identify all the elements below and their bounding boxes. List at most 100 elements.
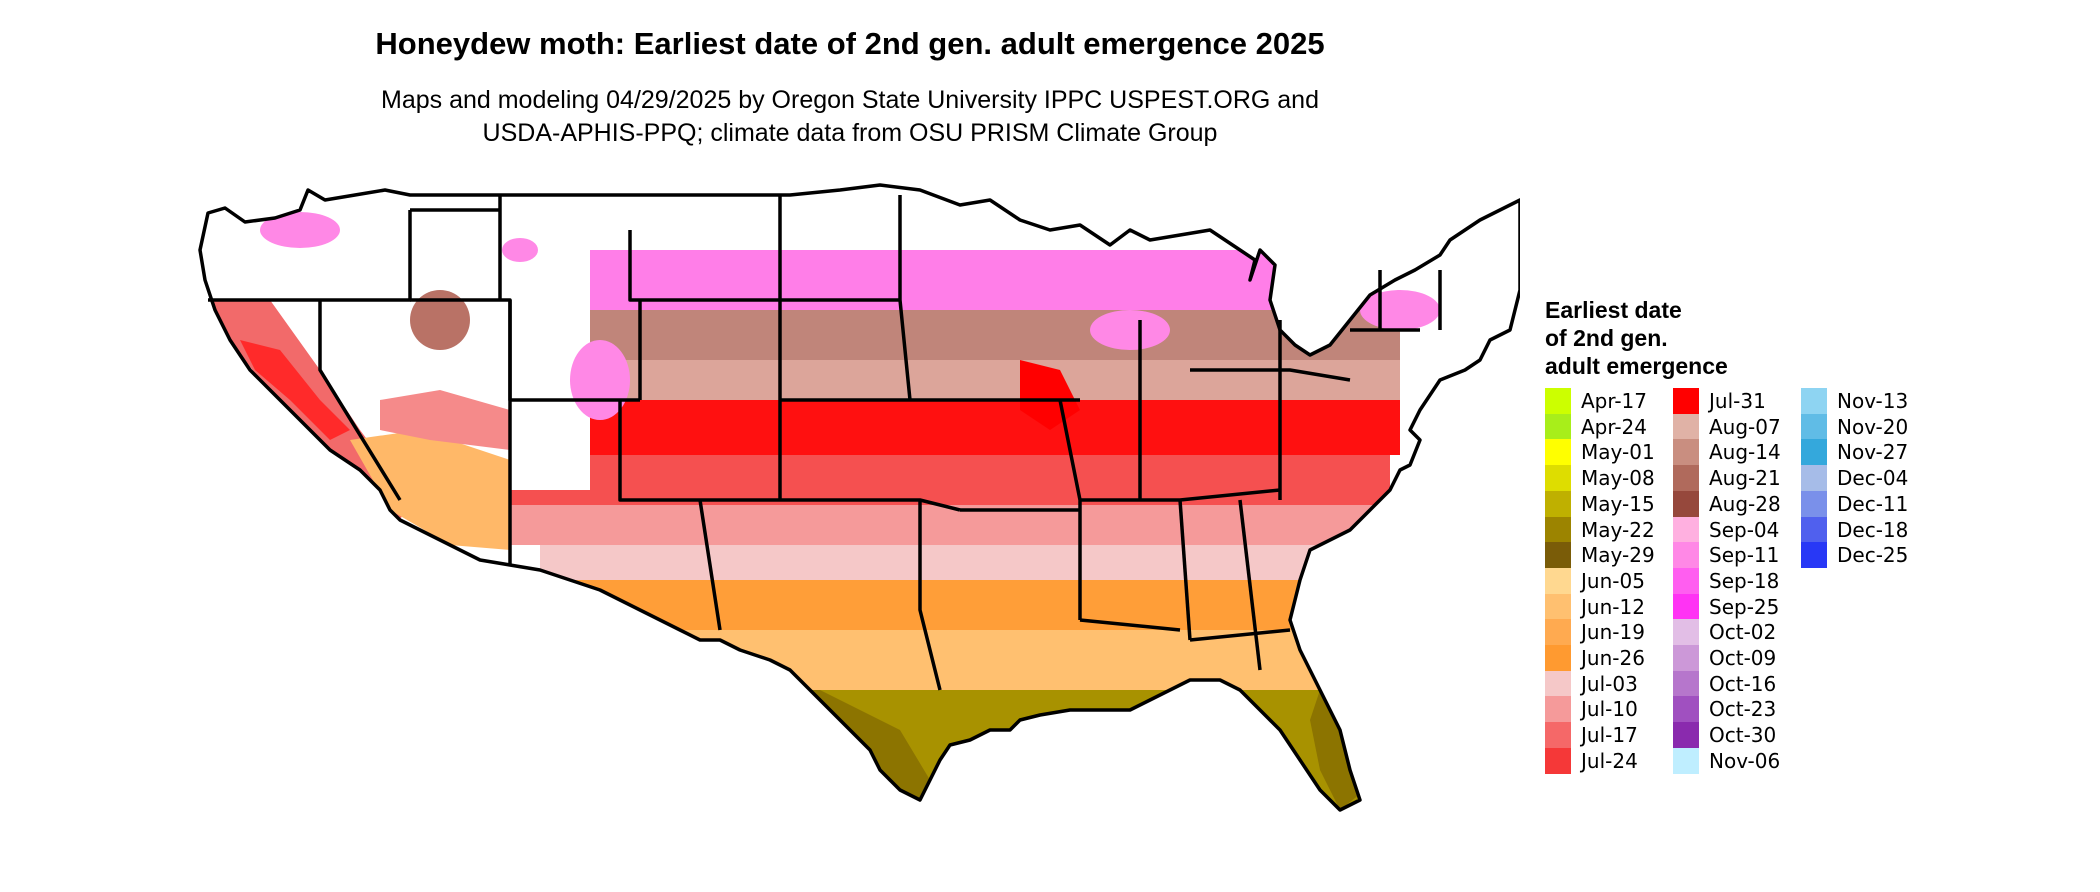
legend-label: Oct-09 bbox=[1709, 646, 1777, 670]
legend-item: Dec-11 bbox=[1801, 490, 1951, 517]
legend-item: Sep-18 bbox=[1673, 567, 1823, 594]
legend-label: Dec-25 bbox=[1837, 543, 1909, 568]
legend-item: Nov-27 bbox=[1801, 439, 1951, 466]
legend-title-line-2: of 2nd gen. bbox=[1545, 325, 1668, 351]
legend-item: Nov-06 bbox=[1673, 747, 1823, 774]
map-title: Honeydew moth: Earliest date of 2nd gen.… bbox=[375, 26, 1325, 61]
mississippi-warm bbox=[1020, 360, 1080, 430]
legend-swatch bbox=[1673, 619, 1699, 646]
legend-swatch bbox=[1673, 516, 1699, 543]
legend-label: Dec-04 bbox=[1837, 466, 1909, 491]
legend-item: Dec-18 bbox=[1801, 516, 1951, 543]
legend-label: May-15 bbox=[1581, 491, 1655, 516]
legend-title-line-1: Earliest date bbox=[1545, 297, 1682, 323]
highland-5 bbox=[1090, 310, 1170, 350]
central-valley bbox=[240, 340, 350, 440]
legend-item: Aug-21 bbox=[1673, 465, 1823, 492]
legend-swatch bbox=[1673, 722, 1699, 749]
legend-item: Oct-16 bbox=[1673, 670, 1823, 697]
legend-swatch bbox=[1801, 413, 1827, 440]
legend-label: Sep-18 bbox=[1709, 568, 1780, 593]
band-jul-24 bbox=[510, 455, 1390, 505]
legend-swatch bbox=[1545, 567, 1571, 594]
highland-6 bbox=[1360, 290, 1440, 330]
legend-item: Jul-24 bbox=[1545, 747, 1695, 774]
legend-label: Oct-02 bbox=[1709, 620, 1777, 645]
highland-1 bbox=[260, 212, 340, 248]
legend-item: Nov-13 bbox=[1801, 388, 1951, 414]
legend-label: Apr-24 bbox=[1581, 414, 1647, 439]
legend-item: Jul-31 bbox=[1673, 388, 1823, 414]
emergence-fill bbox=[200, 185, 1520, 810]
legend-swatch bbox=[1545, 542, 1571, 569]
legend-swatch bbox=[1673, 567, 1699, 594]
legend-item: Jun-05 bbox=[1545, 567, 1695, 594]
legend-label: Sep-11 bbox=[1709, 543, 1780, 568]
band-jul-03 bbox=[540, 545, 1390, 580]
legend-swatch bbox=[1545, 439, 1571, 466]
legend-label: Jul-31 bbox=[1709, 389, 1766, 413]
legend-swatch bbox=[1673, 413, 1699, 440]
highland-3 bbox=[502, 238, 538, 262]
legend-item: Oct-09 bbox=[1673, 645, 1823, 671]
legend-label: Aug-21 bbox=[1709, 466, 1781, 491]
legend-label: May-08 bbox=[1581, 466, 1655, 491]
legend-swatch bbox=[1545, 465, 1571, 492]
subtitle-line-2: USDA-APHIS-PPQ; climate data from OSU PR… bbox=[482, 119, 1218, 147]
legend-swatch bbox=[1801, 388, 1827, 414]
legend-swatch bbox=[1545, 722, 1571, 749]
legend-item: Dec-25 bbox=[1801, 542, 1951, 569]
southwest-desert bbox=[350, 430, 510, 550]
legend-item: Aug-07 bbox=[1673, 413, 1823, 440]
map-subtitle: Maps and modeling 04/29/2025 by Oregon S… bbox=[0, 84, 1700, 150]
legend: Apr-17 Apr-24 May-01 May-08 May-15 May-22 May-… bbox=[1545, 388, 2025, 778]
legend-swatch bbox=[1673, 388, 1699, 414]
legend-item: Apr-17 bbox=[1545, 388, 1695, 414]
legend-item: Jul-10 bbox=[1545, 696, 1695, 723]
state-boundaries bbox=[198, 183, 1520, 812]
legend-swatch bbox=[1801, 465, 1827, 492]
legend-label: Jul-24 bbox=[1581, 748, 1638, 773]
legend-item: Oct-02 bbox=[1673, 619, 1823, 646]
band-aug-light bbox=[510, 360, 1400, 400]
southwest-pink bbox=[380, 390, 510, 450]
legend-item: Jun-26 bbox=[1545, 645, 1695, 671]
band-jun-26 bbox=[540, 580, 1340, 630]
legend-item: Oct-23 bbox=[1673, 696, 1823, 723]
legend-swatch bbox=[1545, 619, 1571, 646]
legend-item: Nov-20 bbox=[1801, 413, 1951, 440]
subtitle-line-1: Maps and modeling 04/29/2025 by Oregon S… bbox=[381, 86, 1319, 114]
legend-label: Jun-26 bbox=[1581, 646, 1645, 670]
legend-item: May-15 bbox=[1545, 490, 1695, 517]
legend-swatch bbox=[1673, 490, 1699, 517]
legend-label: Aug-28 bbox=[1709, 491, 1781, 516]
legend-swatch bbox=[1801, 490, 1827, 517]
legend-swatch bbox=[1545, 696, 1571, 723]
band-jul-31 bbox=[520, 400, 1400, 455]
legend-label: Nov-20 bbox=[1837, 414, 1909, 439]
legend-label: Jul-17 bbox=[1581, 723, 1638, 748]
legend-label: Nov-06 bbox=[1709, 748, 1781, 773]
legend-swatch bbox=[1673, 465, 1699, 492]
legend-label: May-01 bbox=[1581, 440, 1655, 465]
legend-swatch bbox=[1673, 439, 1699, 466]
legend-item: Dec-04 bbox=[1801, 465, 1951, 492]
legend-label: Oct-30 bbox=[1709, 723, 1777, 748]
legend-swatch bbox=[1545, 490, 1571, 517]
legend-swatch bbox=[1545, 413, 1571, 440]
us-emergence-map bbox=[198, 183, 1520, 812]
legend-swatch bbox=[1673, 645, 1699, 671]
legend-swatch bbox=[1801, 439, 1827, 466]
legend-label: Nov-13 bbox=[1837, 389, 1909, 413]
legend-swatch bbox=[1801, 516, 1827, 543]
legend-label: Oct-23 bbox=[1709, 697, 1777, 722]
band-jul-10 bbox=[510, 505, 1390, 545]
legend-swatch bbox=[1673, 593, 1699, 620]
legend-label: Jun-05 bbox=[1581, 568, 1645, 593]
legend-swatch bbox=[1545, 388, 1571, 414]
legend-item: May-29 bbox=[1545, 542, 1695, 569]
legend-label: Dec-18 bbox=[1837, 517, 1909, 542]
legend-item: Apr-24 bbox=[1545, 413, 1695, 440]
legend-item: May-22 bbox=[1545, 516, 1695, 543]
legend-label: Sep-04 bbox=[1709, 517, 1780, 542]
